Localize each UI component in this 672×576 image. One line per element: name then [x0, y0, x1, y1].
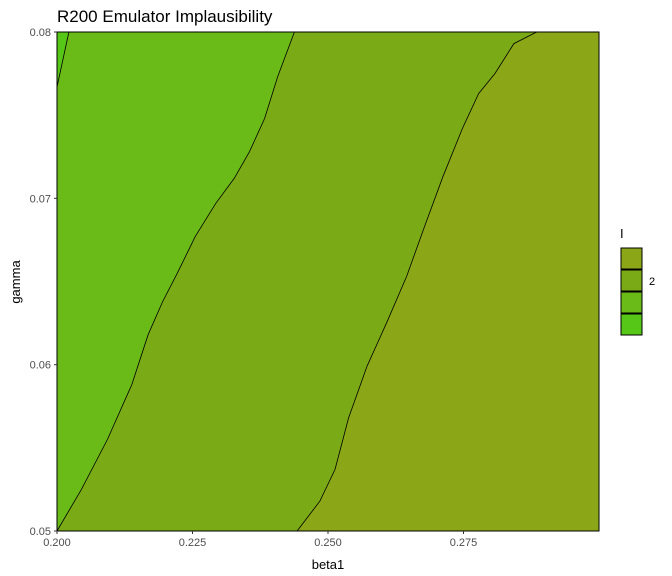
- x-tick-label: 0.275: [450, 537, 478, 549]
- legend: I 2: [620, 226, 655, 336]
- contour-line: [296, 31, 537, 532]
- y-axis-label: gamma: [8, 260, 23, 304]
- x-axis-label: beta1: [312, 557, 345, 572]
- x-tick-label: 0.225: [179, 537, 207, 549]
- legend-key: [620, 269, 643, 292]
- legend-label: 2: [649, 276, 655, 288]
- contour-region: [57, 32, 537, 531]
- legend-keys: 2: [620, 247, 655, 336]
- y-axis-ticks: 0.05 0.06 0.07 0.08: [30, 27, 57, 538]
- y-tick-label: 0.07: [30, 193, 51, 205]
- contour-line: [56, 31, 70, 87]
- y-tick-label: 0.05: [30, 526, 51, 538]
- chart-title: R200 Emulator Implausibility: [57, 7, 273, 26]
- legend-title: I: [620, 226, 624, 241]
- contour-line: [56, 31, 295, 532]
- x-tick-label: 0.200: [43, 537, 71, 549]
- contour-lines: [56, 31, 537, 532]
- legend-key: [620, 247, 643, 270]
- contour-region: [57, 32, 295, 531]
- y-tick-label: 0.06: [30, 360, 51, 372]
- legend-key: [620, 291, 643, 314]
- legend-key: [620, 313, 643, 336]
- y-tick-label: 0.08: [30, 27, 51, 39]
- x-tick-label: 0.250: [314, 537, 342, 549]
- plot-area: [56, 31, 600, 532]
- x-axis-ticks: 0.200 0.225 0.250 0.275: [43, 531, 477, 549]
